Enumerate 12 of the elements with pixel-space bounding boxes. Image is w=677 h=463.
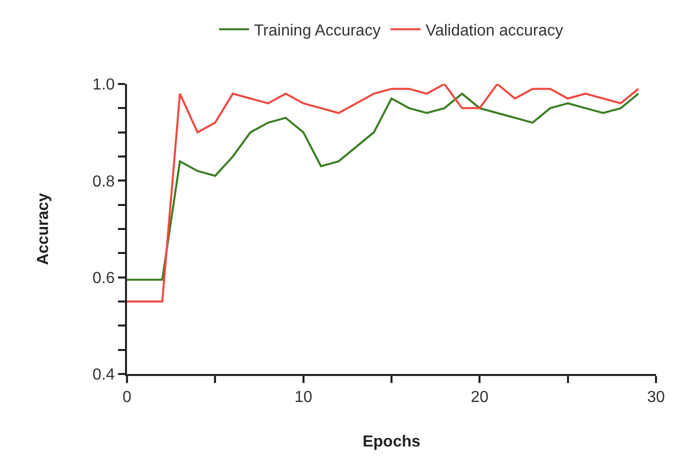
x-tick-label: 10 xyxy=(294,389,312,406)
y-tick-label: 0.8 xyxy=(92,173,115,190)
x-tick-label: 0 xyxy=(122,389,132,406)
y-tick-label: 0.4 xyxy=(92,366,115,384)
x-tick-label: 20 xyxy=(470,389,489,406)
y-tick-label: 1.0 xyxy=(92,76,115,94)
y-tick-label: 0.6 xyxy=(92,270,115,287)
legend-label: Validation accuracy xyxy=(426,22,564,40)
x-axis-title: Epochs xyxy=(362,433,420,450)
legend-label: Training Accuracy xyxy=(254,22,381,40)
y-axis-title: Accuracy xyxy=(34,192,52,266)
x-tick-label: 30 xyxy=(647,389,665,406)
